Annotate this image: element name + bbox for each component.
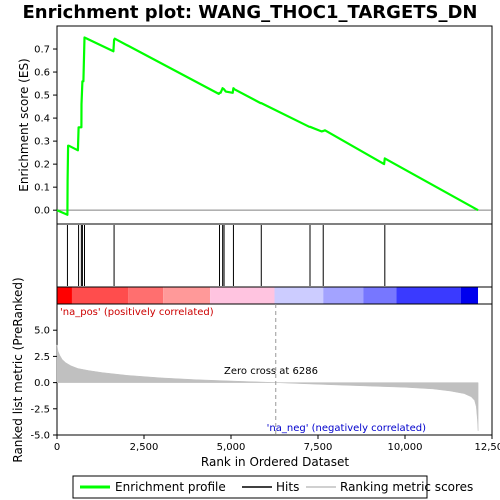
- top-y-tick-label: 0.2: [34, 160, 50, 171]
- bottom-y-tick-label: 0.0: [34, 378, 50, 389]
- ranking-color-segment: [274, 287, 324, 304]
- x-tick-label: 0: [54, 442, 60, 453]
- enrichment-score-panel: 0.0 0.1 0.2 0.3 0.4 0.5 0.6 0.7 Enrichment scor…: [17, 25, 493, 225]
- chart-title: Enrichment plot: WANG_THOC1_TARGETS_DN: [23, 2, 478, 23]
- ranking-color-segment: [210, 287, 275, 304]
- top-y-tick-label: 0.6: [34, 68, 50, 79]
- ranking-color-segment: [128, 287, 164, 304]
- ranking-metric-area: [56, 344, 479, 431]
- ranking-color-segment: [323, 287, 364, 304]
- x-axis-title: Rank in Ordered Dataset: [201, 455, 349, 469]
- ranking-color-segment: [57, 287, 72, 304]
- legend-label-hits: Hits: [276, 480, 299, 494]
- ranking-color-segment: [363, 287, 397, 304]
- x-tick-label: 7,500: [304, 442, 333, 453]
- legend-label-ranking-metric: Ranking metric scores: [340, 480, 473, 494]
- top-y-tick-label: 0.4: [34, 114, 50, 125]
- x-tick-label: 10,000: [388, 442, 423, 453]
- legend: Enrichment profile Hits Ranking metric s…: [72, 475, 473, 499]
- ranked-metric-panel: -5.0 -2.5 0.0 2.5 5.0 'na_pos' (positively c…: [11, 277, 493, 463]
- ranking-color-tail: [478, 287, 492, 304]
- ranking-color-segments: [57, 287, 492, 304]
- bottom-y-axis-title: Ranked list metric (PreRanked): [11, 277, 25, 462]
- hits-panel-frame: [56, 223, 493, 288]
- hit-marks: [66, 225, 386, 286]
- top-y-tick-label: 0.0: [34, 206, 50, 217]
- x-tick-label: 5,000: [217, 442, 246, 453]
- bottom-y-ticks: -5.0 -2.5 0.0 2.5 5.0: [30, 326, 57, 442]
- ranking-metric-series: [56, 344, 479, 431]
- positive-correlation-label: 'na_pos' (positively correlated): [60, 307, 214, 318]
- zero-cross-label: Zero cross at 6286: [224, 366, 318, 377]
- x-tick-label: 2,500: [130, 442, 159, 453]
- x-tick-label: 12,500: [475, 442, 500, 453]
- top-y-tick-label: 0.7: [34, 45, 50, 56]
- negative-correlation-label: 'na_neg' (negatively correlated): [267, 423, 426, 434]
- top-panel-frame: [56, 25, 493, 225]
- ranking-color-segment: [460, 287, 479, 304]
- ranking-color-segment: [71, 287, 129, 304]
- enrichment-profile-series: [56, 36, 479, 216]
- x-axis: 0 2,500 5,000 7,500 10,000 12,500: [54, 435, 500, 453]
- bottom-y-tick-label: 2.5: [34, 352, 50, 363]
- top-y-tick-label: 0.3: [34, 137, 50, 148]
- ranking-color-segment: [396, 287, 461, 304]
- ranking-color-segment: [163, 287, 211, 304]
- legend-label-enrichment-profile: Enrichment profile: [115, 480, 226, 494]
- ranking-color-bar: [56, 286, 493, 305]
- bottom-y-tick-label: 5.0: [34, 326, 50, 337]
- top-y-ticks: 0.0 0.1 0.2 0.3 0.4 0.5 0.6 0.7: [34, 45, 57, 217]
- bottom-y-tick-label: -2.5: [30, 404, 50, 415]
- bottom-y-tick-label: -5.0: [30, 431, 50, 442]
- top-y-tick-label: 0.5: [34, 91, 50, 102]
- bottom-panel-frame: [56, 303, 493, 436]
- top-y-axis-title: Enrichment score (ES): [17, 58, 31, 191]
- top-y-tick-label: 0.1: [34, 183, 50, 194]
- enrichment-profile-line: [56, 36, 479, 216]
- hits-panel: [56, 223, 493, 288]
